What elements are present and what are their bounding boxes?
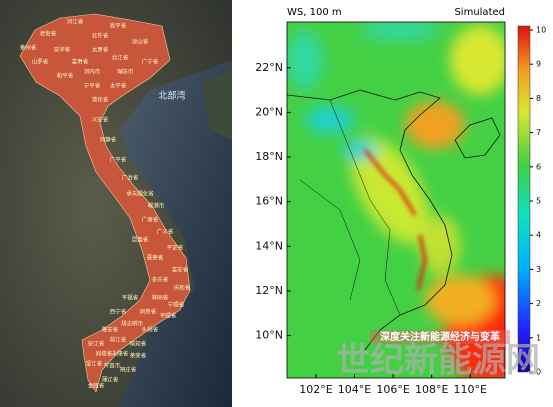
province-label: 庆和省	[174, 284, 191, 292]
sea-label: 北部湾	[158, 90, 185, 102]
province-label: 北江省	[112, 54, 129, 62]
y-tick-label: 18°N	[255, 150, 283, 163]
watermark: 世纪新能源网	[336, 341, 540, 381]
province-label: 山罗省	[32, 58, 49, 66]
y-tick-label: 16°N	[255, 195, 283, 208]
province-label: 安沛省	[54, 46, 71, 54]
hainan	[200, 70, 232, 140]
colorbar-tick-label: 9	[536, 60, 541, 69]
province-label: 胡志明市	[121, 320, 144, 328]
province-label: 太原省	[92, 46, 109, 54]
y-tick-label: 20°N	[255, 105, 283, 118]
province-label: 同奈省	[140, 308, 157, 316]
province-label: 广南省	[142, 216, 159, 224]
province-label: 高平省	[110, 22, 127, 30]
province-label: 西宁省	[110, 308, 127, 316]
province-label: 多乐省	[152, 276, 169, 284]
province-label: 宁平省	[84, 82, 101, 90]
x-tick-label: 108°E	[415, 383, 448, 396]
province-label: 河内市	[84, 68, 101, 76]
colorbar-tick-label: 7	[536, 128, 541, 137]
province-label: 芹苴市	[104, 362, 121, 370]
province-label: 海防市	[117, 68, 134, 76]
province-label: 北件省	[92, 32, 109, 40]
province-label: 和平省	[57, 72, 74, 80]
colorbar-tick-label: 5	[536, 197, 541, 206]
x-tick-label: 106°E	[376, 383, 409, 396]
province-label: 岘港市	[148, 202, 165, 210]
province-label: 茶荣省	[130, 352, 147, 360]
province-label: 平福省	[122, 294, 139, 302]
province-label: 广治省	[122, 174, 139, 182]
colorbar-tick-label: 8	[536, 94, 541, 103]
sea	[120, 60, 232, 407]
province-label: 昆嵩省	[132, 236, 149, 244]
province-label: 清化省	[92, 96, 109, 104]
province-label: 前江省	[110, 336, 127, 344]
province-label: 平顺省	[160, 312, 177, 320]
province-label: 林同省	[152, 294, 169, 302]
province-label: 河江省	[67, 18, 84, 26]
province-label: 河静省	[100, 136, 117, 144]
x-tick-label: 104°E	[338, 383, 371, 396]
province-label: 坚江省	[86, 360, 103, 368]
watermark-box	[370, 330, 510, 344]
province-label: 承天顺化省	[126, 190, 154, 198]
province-label: 宁顺省	[168, 301, 185, 309]
province-label: 嘉莱省	[147, 254, 164, 262]
colorbar-tick-label: 1	[536, 333, 541, 342]
province-label: 谅山省	[132, 38, 149, 46]
province-label: 太平省	[110, 82, 127, 90]
watermark: 深度关注新能源经济与变革	[380, 330, 500, 343]
colorbar-tick-label: 10	[536, 26, 546, 35]
plot-frame	[286, 21, 506, 379]
province-label: 广宁省	[142, 58, 159, 66]
province-label: 广义省	[157, 228, 174, 236]
province-label: 隆安省	[102, 326, 119, 334]
province-label: 义安省	[92, 116, 109, 124]
x-tick-label: 102°E	[299, 383, 332, 396]
chart-title: WS, 100 m	[287, 7, 342, 18]
province-label: 槟知省	[130, 340, 147, 348]
y-tick-label: 22°N	[255, 61, 283, 74]
colorbar-tick-label: 2	[536, 299, 541, 308]
colorbar	[517, 25, 531, 373]
province-label: 永隆省	[112, 350, 129, 358]
colorbar-tick-label: 0	[536, 368, 541, 377]
heatmap	[287, 22, 505, 378]
province-label: 头顿省	[142, 326, 159, 334]
province-label: 安江省	[88, 340, 105, 348]
province-label: 金瓯省	[88, 382, 105, 390]
colorbar-tick-label: 4	[536, 231, 541, 240]
wind-chart: WS, 100 m Simulated 102°E 104°E 106°E 108°E…	[232, 0, 553, 407]
vietnam-shape	[19, 13, 191, 393]
y-tick-label: 14°N	[255, 239, 283, 252]
province-label: 富安省	[172, 266, 189, 274]
colorbar-tick-label: 6	[536, 162, 541, 171]
province-label: 富寿省	[72, 58, 89, 66]
province-label: 平定省	[167, 244, 184, 252]
x-tick-label: 110°E	[454, 383, 487, 396]
province-label: 同塔省	[96, 350, 113, 358]
y-tick-label: 10°N	[255, 329, 283, 342]
province-label: 朔庄省	[120, 366, 137, 374]
province-label: 薄辽省	[102, 376, 119, 384]
province-label: 广平省	[110, 156, 127, 164]
province-label: 老街省	[40, 30, 57, 38]
y-tick-label: 12°N	[255, 284, 283, 297]
chart-subtitle: Simulated	[454, 7, 505, 18]
province-label: 莱州省	[20, 44, 37, 52]
colorbar-tick-label: 3	[536, 265, 541, 274]
axes: 102°E 104°E 106°E 108°E 110°E 10°N 12°N 14°N 16°…	[255, 26, 546, 397]
